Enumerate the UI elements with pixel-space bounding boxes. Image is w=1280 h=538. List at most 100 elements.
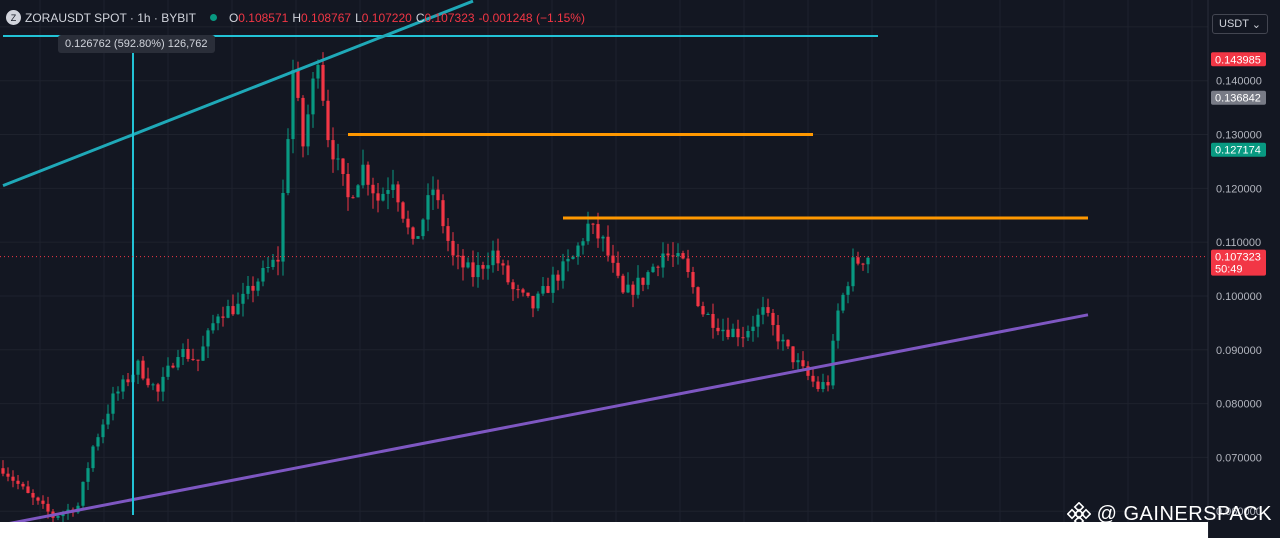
- candle-body: [756, 314, 760, 327]
- symbol-title[interactable]: ZORAUSDT SPOT · 1h · BYBIT: [25, 10, 196, 25]
- candle-body: [1, 468, 5, 474]
- candle-body: [136, 360, 140, 375]
- candle-body: [211, 323, 215, 331]
- candle-body: [371, 184, 375, 194]
- candle-body: [671, 255, 675, 257]
- candle-body: [571, 256, 575, 259]
- candle-body: [86, 468, 90, 482]
- candle-body: [746, 331, 750, 338]
- candle-body: [841, 294, 845, 311]
- candle-body: [386, 190, 390, 194]
- open-value: 0.108571: [238, 10, 289, 25]
- candle-body: [416, 236, 420, 239]
- candle-body: [691, 272, 695, 288]
- candle-body: [381, 193, 385, 201]
- candle-body: [281, 192, 285, 262]
- candle-body: [331, 140, 335, 160]
- y-tick-label: 0.140000: [1216, 76, 1262, 88]
- candle-body: [701, 306, 705, 315]
- candle-body: [146, 378, 150, 386]
- candle-body: [521, 289, 525, 293]
- candle-body: [591, 223, 595, 225]
- candle-body: [656, 266, 660, 268]
- candle-body: [441, 200, 445, 227]
- candle-body: [321, 64, 325, 101]
- candle-body: [276, 259, 280, 262]
- y-tick-label: 0.130000: [1216, 130, 1262, 142]
- candle-body: [106, 413, 110, 425]
- candle-body: [21, 483, 25, 487]
- candle-body: [646, 272, 650, 285]
- low-label: L: [355, 10, 362, 25]
- price-tag: [1211, 90, 1266, 105]
- candle-body: [261, 267, 265, 282]
- candle-body: [846, 286, 850, 295]
- candle-body: [631, 284, 635, 295]
- candle-body: [546, 286, 550, 293]
- candle-body: [651, 266, 655, 273]
- candle-body: [466, 262, 470, 268]
- candle-body: [156, 384, 160, 392]
- y-tick-label: 0.120000: [1216, 183, 1262, 195]
- candle-body: [661, 253, 665, 268]
- candle-body: [161, 376, 165, 392]
- candle-body: [151, 384, 155, 386]
- y-tick-label: 0.060000: [1216, 506, 1262, 518]
- currency-selector[interactable]: USDT ⌄: [1212, 14, 1268, 34]
- candle-body: [531, 295, 535, 309]
- candle-body: [616, 262, 620, 276]
- candle-body: [16, 480, 20, 484]
- candle-body: [856, 257, 860, 264]
- candle-body: [46, 503, 50, 512]
- candle-body: [101, 424, 105, 438]
- symbol-header: Z ZORAUSDT SPOT · 1h · BYBIT O 0.108571 …: [6, 10, 585, 25]
- candle-body: [41, 500, 45, 504]
- price-tag-label: 0.143985: [1215, 54, 1261, 66]
- candle-body: [316, 64, 320, 79]
- candle-body: [501, 263, 505, 266]
- candle-body: [341, 158, 345, 175]
- candle-body: [351, 197, 355, 199]
- candle-body: [231, 306, 235, 315]
- candle-body: [296, 70, 300, 98]
- candle-body: [596, 224, 600, 239]
- candle-body: [791, 346, 795, 363]
- price-tag-label: 0.107323: [1215, 252, 1261, 264]
- candle-body: [836, 310, 840, 341]
- high-value: 0.108767: [301, 10, 352, 25]
- candle-body: [301, 97, 305, 147]
- candle-body: [761, 307, 765, 315]
- candle-body: [716, 327, 720, 332]
- candle-body: [726, 329, 730, 338]
- candle-body: [821, 382, 825, 390]
- candle-body: [411, 227, 415, 239]
- candle-body: [446, 226, 450, 241]
- candle-body: [861, 263, 865, 265]
- candle-body: [191, 358, 195, 360]
- candle-body: [491, 250, 495, 266]
- candle-body: [556, 274, 560, 281]
- candle-body: [436, 189, 440, 201]
- candle-body: [811, 375, 815, 382]
- y-tick-label: 0.090000: [1216, 345, 1262, 357]
- candle-body: [216, 316, 220, 324]
- candle-body: [801, 360, 805, 367]
- candle-body: [481, 265, 485, 269]
- candle-body: [581, 241, 585, 246]
- y-tick-label: 0.100000: [1216, 291, 1262, 303]
- measure-tooltip: 0.126762 (592.80%) 126,762: [58, 35, 215, 53]
- candle-body: [251, 285, 255, 291]
- trendline: [2, 0, 474, 188]
- candle-body: [681, 253, 685, 259]
- candle-body: [511, 282, 515, 290]
- candle-body: [776, 325, 780, 342]
- candle-body: [406, 218, 410, 228]
- candle-body: [476, 265, 480, 278]
- candle-body: [166, 365, 170, 377]
- candle-body: [361, 164, 365, 186]
- candle-body: [561, 261, 565, 281]
- y-tick-label: 0.070000: [1216, 452, 1262, 464]
- candle-body: [566, 258, 570, 262]
